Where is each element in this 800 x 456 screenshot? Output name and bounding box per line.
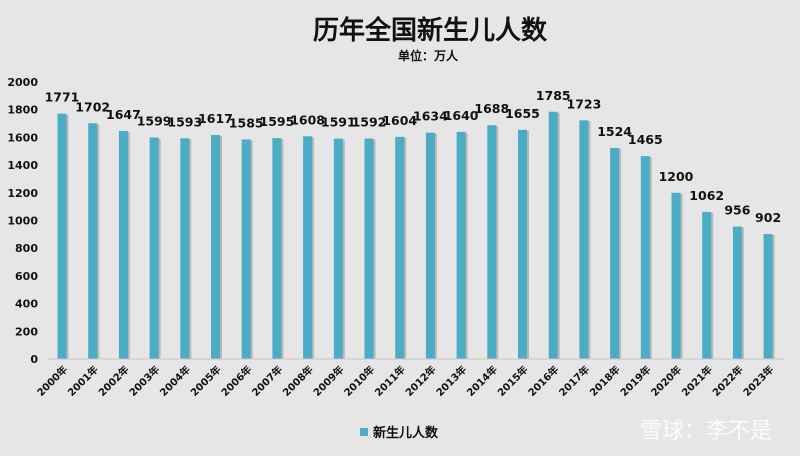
chart-subtitle: 单位：万人: [398, 48, 459, 63]
y-tick-label: 1400: [7, 159, 38, 172]
legend-swatch: [360, 428, 368, 436]
y-tick-label: 0: [30, 353, 38, 366]
bar: [149, 137, 159, 359]
data-label: 1617: [198, 111, 233, 126]
data-label: 1702: [75, 99, 110, 114]
bar: [425, 132, 435, 359]
bar: [702, 211, 712, 359]
bar: [487, 125, 497, 359]
y-tick-label: 1000: [7, 215, 38, 228]
bar: [518, 129, 527, 359]
bar: [118, 130, 128, 359]
data-label: 1608: [290, 112, 325, 127]
y-tick-label: 400: [15, 298, 38, 311]
bar: [610, 147, 620, 359]
data-label: 1062: [689, 188, 724, 203]
data-label: 1640: [444, 108, 479, 123]
y-tick-label: 1600: [7, 131, 38, 144]
data-label: 1465: [628, 132, 663, 147]
bar: [57, 113, 67, 360]
bar: [763, 234, 773, 359]
bar: [579, 120, 589, 359]
data-label: 1647: [106, 107, 141, 122]
data-label: 1655: [505, 106, 540, 121]
legend: 新生儿人数: [360, 425, 439, 441]
bar: [395, 136, 405, 359]
data-label: 1524: [597, 124, 632, 139]
data-label: 1599: [137, 114, 172, 129]
legend-label: 新生儿人数: [373, 425, 439, 441]
data-label: 1592: [352, 115, 387, 130]
bar: [671, 192, 681, 359]
bar: [272, 138, 282, 359]
data-label: 902: [755, 210, 781, 225]
bar: [211, 135, 220, 359]
data-label: 1771: [45, 90, 80, 105]
y-axis: 0 200 400 600 800 1000 1200 1400 1600 1800 2000: [7, 76, 38, 366]
bar: [548, 111, 558, 359]
bar: [241, 139, 251, 359]
bar: [88, 123, 98, 359]
y-tick-label: 2000: [7, 76, 38, 89]
bar: [333, 138, 343, 359]
data-label: 1585: [229, 115, 264, 130]
data-label: 1591: [321, 115, 356, 130]
data-label: 956: [724, 203, 750, 218]
bar: [456, 131, 466, 359]
y-tick-label: 600: [15, 270, 38, 283]
data-label: 1785: [536, 88, 571, 103]
bar: [364, 138, 374, 359]
data-label: 1634: [413, 109, 448, 124]
data-label: 1595: [260, 114, 295, 129]
y-tick-label: 200: [15, 325, 38, 338]
bars: 1771170216471599159316171585159516081591…: [45, 88, 781, 360]
chart-title: 历年全国新生儿人数: [313, 15, 548, 46]
y-tick-label: 1200: [7, 187, 38, 200]
bar: [640, 156, 650, 359]
bar: [180, 138, 190, 359]
data-label: 1723: [567, 96, 602, 111]
bar: [732, 226, 742, 359]
data-label: 1688: [474, 101, 509, 116]
data-label: 1604: [382, 113, 417, 128]
bar: [303, 136, 313, 359]
y-tick-label: 800: [15, 242, 38, 255]
data-label: 1200: [659, 169, 694, 184]
data-label: 1593: [167, 114, 202, 129]
y-tick-label: 1800: [7, 104, 38, 117]
watermark-logo: 雪球：李不是: [640, 419, 772, 444]
